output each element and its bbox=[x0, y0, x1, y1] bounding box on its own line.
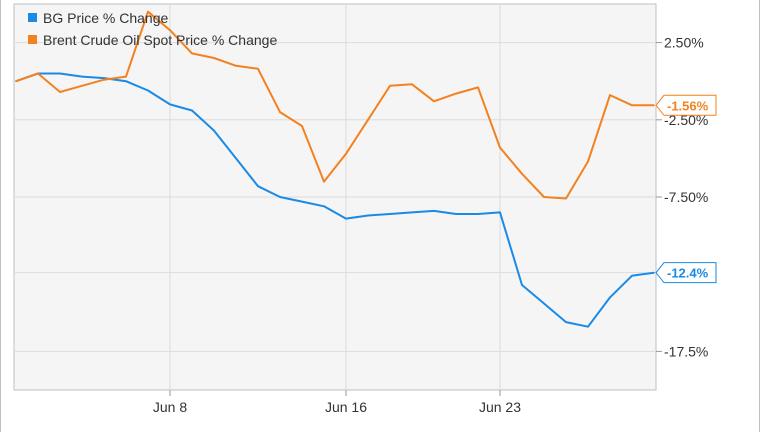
data-point bbox=[543, 196, 545, 198]
data-point bbox=[455, 92, 457, 95]
data-point bbox=[609, 296, 611, 299]
data-point bbox=[59, 72, 61, 75]
legend-item-brent: Brent Crude Oil Spot Price % Change bbox=[28, 32, 277, 48]
data-point bbox=[323, 205, 325, 208]
data-point bbox=[191, 52, 193, 55]
data-point bbox=[609, 94, 611, 96]
end-label-text: -12.4% bbox=[667, 266, 709, 281]
end-label-text: -1.56% bbox=[667, 98, 709, 113]
data-point bbox=[81, 75, 83, 78]
data-point bbox=[301, 200, 303, 203]
legend: BG Price % Change Brent Crude Oil Spot Pr… bbox=[28, 10, 277, 48]
data-point bbox=[631, 104, 633, 107]
data-point bbox=[389, 85, 391, 87]
data-point bbox=[169, 103, 171, 106]
data-point bbox=[367, 119, 369, 121]
data-point bbox=[81, 85, 83, 87]
data-point bbox=[213, 57, 215, 59]
data-point bbox=[433, 210, 435, 212]
y-tick-label: -17.5% bbox=[664, 343, 708, 359]
data-point bbox=[103, 77, 105, 79]
series-line-brent bbox=[15, 10, 654, 200]
data-point bbox=[147, 10, 149, 13]
data-point bbox=[301, 125, 303, 127]
series-lines bbox=[15, 10, 655, 328]
data-point bbox=[543, 302, 545, 305]
data-point bbox=[499, 146, 501, 149]
data-point bbox=[279, 196, 281, 198]
data-point bbox=[477, 213, 479, 215]
end-label-brent: -1.56% bbox=[655, 94, 717, 116]
data-point bbox=[279, 111, 281, 113]
data-point bbox=[411, 83, 413, 86]
data-point bbox=[59, 91, 61, 93]
data-point bbox=[521, 173, 523, 175]
legend-item-bg: BG Price % Change bbox=[28, 10, 168, 26]
data-point bbox=[433, 100, 435, 103]
x-tick-label: Jun 23 bbox=[479, 399, 521, 415]
data-point bbox=[257, 68, 259, 70]
data-point bbox=[587, 325, 589, 328]
data-point bbox=[565, 197, 567, 200]
end-label-bg: -12.4% bbox=[655, 262, 717, 284]
y-tick-label: 2.50% bbox=[664, 35, 704, 51]
data-point bbox=[345, 217, 347, 220]
y-tick-label: -2.50% bbox=[664, 112, 708, 128]
legend-label: BG Price % Change bbox=[43, 10, 168, 26]
end-label-box bbox=[655, 94, 717, 116]
data-point bbox=[455, 213, 457, 215]
data-point bbox=[125, 80, 127, 82]
data-point bbox=[213, 129, 215, 132]
data-point bbox=[653, 271, 655, 274]
data-point bbox=[565, 321, 567, 323]
data-point bbox=[587, 160, 589, 163]
y-tick-label: -7.50% bbox=[664, 189, 708, 205]
data-point bbox=[169, 29, 171, 32]
data-point bbox=[521, 284, 523, 286]
data-point bbox=[37, 72, 39, 75]
legend-label: Brent Crude Oil Spot Price % Change bbox=[43, 32, 277, 48]
x-tick-label: Jun 8 bbox=[153, 399, 187, 415]
data-point bbox=[235, 64, 237, 67]
legend-swatch bbox=[28, 35, 37, 44]
data-point bbox=[653, 104, 655, 107]
series-line-bg bbox=[15, 72, 655, 328]
data-point bbox=[499, 211, 501, 214]
data-point bbox=[15, 80, 17, 82]
data-point bbox=[191, 109, 193, 112]
data-point bbox=[147, 89, 149, 92]
data-point bbox=[345, 152, 347, 155]
data-point bbox=[103, 78, 105, 81]
end-label-box bbox=[655, 262, 717, 284]
data-point bbox=[631, 274, 633, 277]
data-point bbox=[389, 213, 391, 215]
gridlines bbox=[14, 4, 656, 390]
data-point bbox=[257, 185, 259, 187]
end-value-labels: -12.4% -1.56% bbox=[655, 94, 717, 284]
data-point bbox=[477, 86, 479, 89]
data-point bbox=[235, 157, 237, 160]
data-point bbox=[367, 214, 369, 217]
data-point bbox=[411, 211, 413, 214]
legend-swatch bbox=[28, 13, 37, 22]
x-tick-label: Jun 16 bbox=[325, 399, 367, 415]
data-point bbox=[323, 180, 325, 183]
data-point bbox=[125, 75, 127, 78]
